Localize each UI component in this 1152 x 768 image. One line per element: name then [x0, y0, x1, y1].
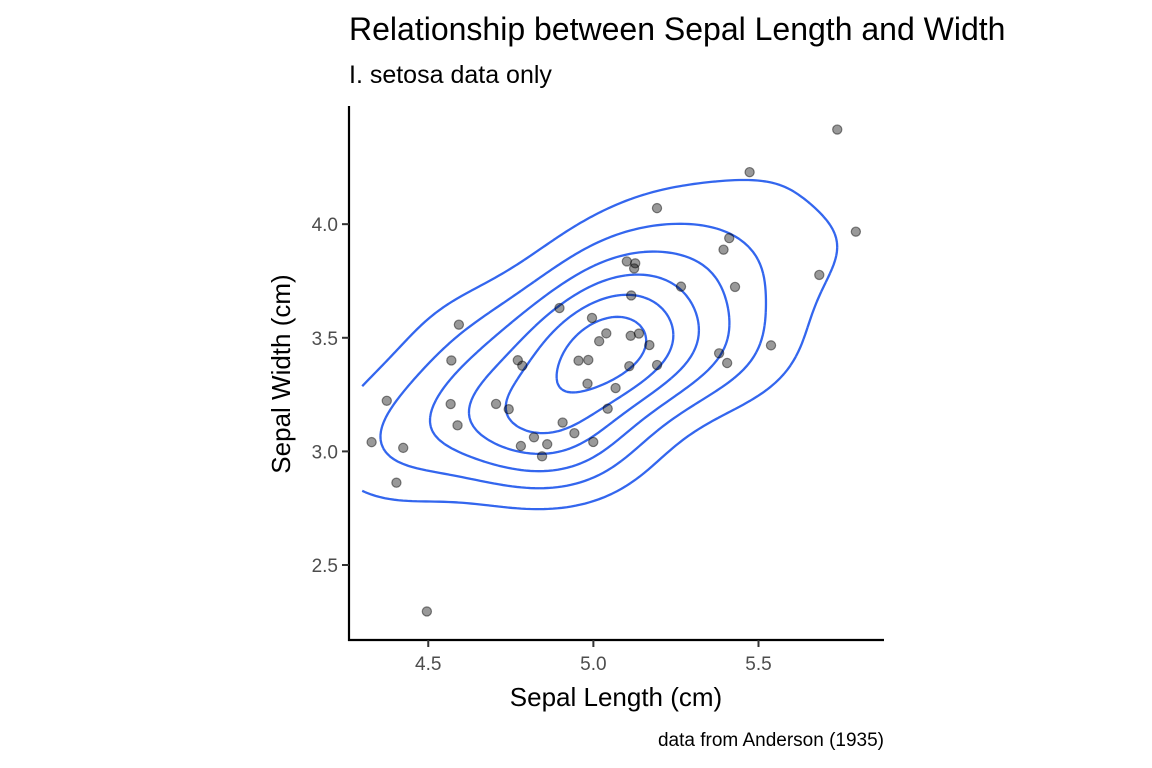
data-point	[610, 382, 621, 394]
density-contour-line	[428, 250, 731, 473]
data-point	[729, 281, 741, 293]
data-point	[582, 378, 593, 389]
data-point	[628, 263, 640, 274]
y-tick-label: 4.0	[312, 215, 338, 236]
data-point	[724, 232, 735, 244]
data-point	[593, 336, 605, 347]
chart-title: Relationship between Sepal Length and Wi…	[349, 11, 1005, 47]
y-tick-label: 3.0	[312, 442, 338, 463]
data-point	[630, 258, 641, 269]
data-point	[503, 404, 514, 415]
data-point	[528, 432, 540, 443]
data-point	[713, 348, 725, 359]
data-point	[651, 359, 663, 371]
data-point	[718, 244, 729, 255]
data-point	[644, 339, 655, 351]
data-point	[536, 451, 548, 462]
data-point	[490, 398, 502, 410]
data-point	[517, 360, 528, 371]
data-point	[569, 427, 580, 439]
data-point	[586, 312, 598, 324]
data-point	[421, 606, 433, 617]
data-point	[675, 281, 687, 292]
data-point	[554, 302, 565, 314]
data-point	[601, 328, 612, 339]
data-point	[832, 124, 843, 135]
x-tick-label: 5.5	[745, 654, 771, 675]
data-point	[765, 340, 777, 351]
data-point	[744, 166, 755, 178]
x-tick-label: 4.5	[415, 654, 441, 675]
y-axis-title: Sepal Width (cm)	[266, 274, 296, 473]
data-point	[625, 330, 636, 341]
data-point	[541, 439, 553, 450]
data-points	[366, 124, 862, 617]
x-axis-ticks: 4.5 5.0 5.5	[415, 640, 772, 675]
density-contours	[361, 178, 839, 511]
data-point	[453, 319, 465, 330]
y-tick-label: 3.5	[312, 329, 338, 350]
data-point	[850, 226, 862, 237]
data-point	[557, 417, 568, 428]
data-point	[625, 290, 637, 301]
data-point	[366, 436, 377, 448]
data-point	[573, 355, 584, 366]
density-contour-line	[555, 315, 648, 394]
data-point	[602, 403, 613, 414]
data-point	[398, 442, 409, 454]
density-contour-line	[361, 178, 839, 511]
data-point	[512, 355, 523, 366]
chart-subtitle: I. setosa data only	[349, 61, 552, 89]
data-point	[452, 420, 463, 431]
data-point	[633, 328, 645, 339]
density-contour-line	[504, 293, 675, 435]
data-point	[515, 440, 527, 452]
data-point	[381, 395, 392, 406]
y-tick-label: 2.5	[312, 556, 338, 577]
data-point	[446, 355, 457, 366]
data-point	[445, 398, 456, 410]
density-contour-line	[467, 273, 701, 456]
data-point	[583, 354, 594, 366]
density-contour-line	[379, 222, 768, 490]
y-axis-ticks: 2.5 3.0 3.5 4.0	[312, 215, 349, 577]
data-point	[588, 436, 599, 448]
data-point	[721, 357, 733, 369]
data-point	[624, 360, 635, 372]
x-axis-title: Sepal Length (cm)	[510, 682, 722, 712]
data-point	[651, 202, 663, 214]
data-point	[621, 256, 633, 267]
chart-caption: data from Anderson (1935)	[658, 730, 884, 751]
data-point	[814, 269, 825, 281]
data-point	[391, 477, 402, 488]
x-tick-label: 5.0	[580, 654, 606, 675]
